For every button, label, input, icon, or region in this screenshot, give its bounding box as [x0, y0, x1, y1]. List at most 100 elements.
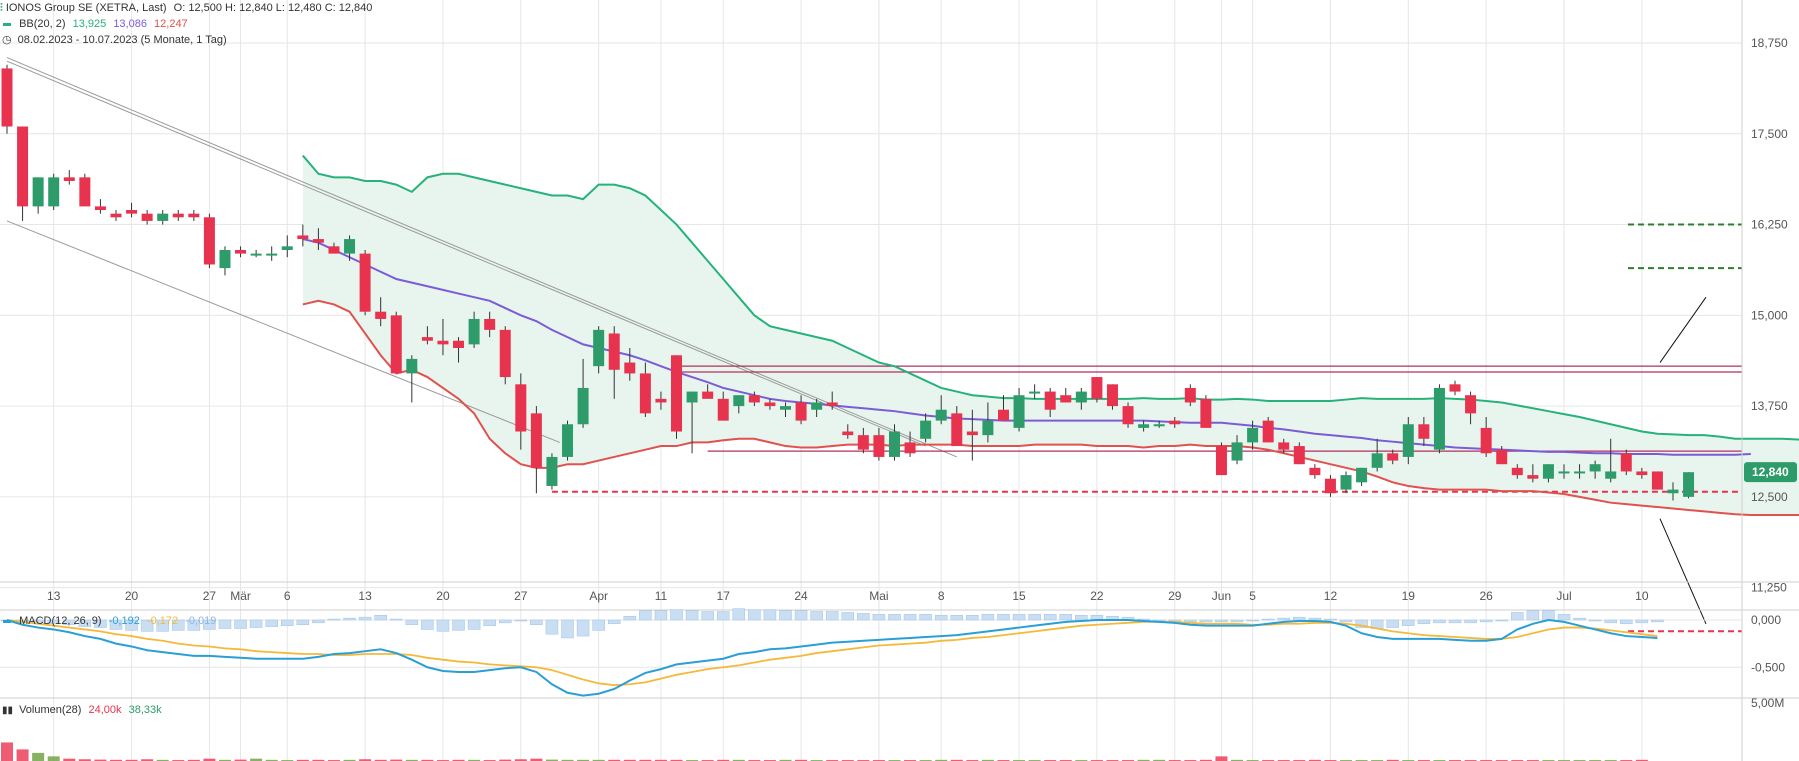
volume-bar — [156, 759, 169, 761]
volume-bar — [717, 759, 730, 761]
volume-bar — [125, 759, 138, 761]
date-tick-label: Apr — [589, 589, 608, 603]
candle-body — [1169, 420, 1181, 425]
candle-body — [1278, 442, 1290, 450]
candle-body — [141, 213, 153, 221]
current-price-badge: 12,840 — [1744, 462, 1797, 483]
macd-histogram-bar — [374, 615, 387, 621]
date-tick-label: 8 — [938, 589, 945, 603]
candle-body — [655, 398, 667, 403]
chart-type-icon[interactable]: ⫶ — [0, 2, 3, 14]
macd-histogram-bar — [685, 610, 699, 621]
macd-histogram-bar — [545, 619, 559, 635]
macd-histogram-bar — [1542, 610, 1555, 621]
volume-bar — [779, 759, 792, 761]
date-tick-label: Jul — [1556, 589, 1571, 603]
candle-body — [530, 413, 542, 468]
legend-bollinger[interactable]: BB(20, 2) 13,925 13,086 12,247 — [0, 17, 188, 31]
candle-body — [1511, 467, 1523, 476]
legend-macd[interactable]: MACD(12, 26, 9) -0,192 -0,172 -0,019 — [0, 614, 216, 628]
macd-histogram-bar — [1277, 617, 1290, 621]
macd-histogram-bar — [1059, 614, 1073, 621]
macd-histogram-bar — [607, 619, 621, 625]
candle-body — [1324, 478, 1336, 494]
volume-bar — [203, 758, 216, 761]
candle-body — [94, 206, 106, 211]
candle-body — [639, 373, 651, 414]
price-tick-label: 18,750 — [1751, 36, 1788, 50]
period-text: 08.02.2023 - 10.07.2023 (5 Monate, 1 Tag… — [17, 34, 227, 46]
macd-histogram-bar — [63, 619, 76, 625]
candle-body — [624, 362, 636, 374]
candles — [1, 64, 1695, 501]
candle-body — [826, 402, 838, 407]
macd-histogram-bar — [234, 619, 247, 629]
candle-body — [203, 217, 215, 265]
volume-bar — [1137, 759, 1150, 761]
candle-body — [1558, 471, 1570, 474]
volume-pane: 5,00M — [1, 696, 1784, 761]
volume-bar — [94, 759, 107, 761]
macd-histogram-bar — [78, 619, 92, 627]
macd-histogram-bar — [1043, 614, 1057, 621]
volume-bar — [1153, 759, 1166, 761]
macd-histogram-bar — [265, 619, 278, 627]
candle-body — [1356, 467, 1368, 483]
candle-body — [1184, 387, 1196, 403]
trend-line-upper-2 — [6, 60, 926, 447]
date-tick-label: 20 — [436, 589, 450, 603]
candle-body — [546, 456, 558, 486]
candle-body — [1402, 424, 1414, 457]
macd-histogram-bar — [483, 619, 496, 626]
macd-histogram-bar — [358, 616, 372, 621]
candle-body — [780, 406, 791, 410]
macd-histogram-bar — [1479, 619, 1493, 623]
volume-bar — [312, 759, 325, 761]
bollinger-swatch-icon — [3, 22, 11, 26]
candle-body — [920, 420, 932, 439]
price-tick-label: 13,750 — [1751, 399, 1788, 413]
date-tick-label: 20 — [125, 589, 139, 603]
candle-body — [250, 253, 262, 256]
candle-body — [702, 391, 714, 399]
macd-histogram-value: -0,019 — [185, 615, 217, 627]
macd-histogram-bar — [1261, 618, 1275, 621]
macd-histogram-bar — [1402, 619, 1415, 626]
macd-histogram-bar — [125, 619, 138, 631]
candle-body — [1138, 424, 1150, 428]
candle-body — [359, 253, 371, 312]
candle-body — [873, 435, 885, 457]
candle-body — [1465, 395, 1477, 414]
bollinger-fill-area — [302, 155, 1799, 516]
date-tick-label: 13 — [47, 589, 61, 603]
candle-body — [312, 239, 324, 243]
macd-histogram-bar — [748, 609, 761, 621]
volume-bar — [405, 759, 418, 761]
date-tick-label: 27 — [203, 589, 217, 603]
arrow-up-line — [1659, 296, 1707, 363]
date-tick-label: 19 — [1402, 589, 1416, 603]
macd-histogram-bar — [981, 614, 995, 621]
candle-body — [79, 177, 91, 207]
date-tick-label: 29 — [1168, 589, 1182, 603]
candle-body — [437, 340, 449, 345]
bollinger-middle-value: 13,086 — [113, 18, 147, 30]
macd-histogram-bar — [810, 611, 823, 621]
candle-body — [1029, 391, 1041, 394]
macd-signal-value: -0,172 — [146, 615, 179, 627]
candle-body — [1542, 464, 1554, 479]
candle-body — [235, 249, 247, 254]
macd-histogram-bar — [732, 608, 746, 621]
legend-main: ⫶ IONOS Group SE (XETRA, Last) O: 12,500… — [0, 1, 372, 15]
macd-histogram-bar — [701, 611, 714, 621]
macd-histogram-bar — [1355, 619, 1368, 628]
candle-body — [608, 333, 620, 370]
candle-body — [1060, 395, 1072, 403]
volume-bar — [1386, 759, 1399, 761]
macd-histogram-bar — [841, 612, 855, 621]
candle-body — [1340, 475, 1352, 490]
candle-body — [577, 387, 589, 425]
candle-body — [157, 213, 169, 221]
legend-volume[interactable]: ▮▮ Volumen(28) 24,00k 38,33k — [0, 703, 162, 718]
